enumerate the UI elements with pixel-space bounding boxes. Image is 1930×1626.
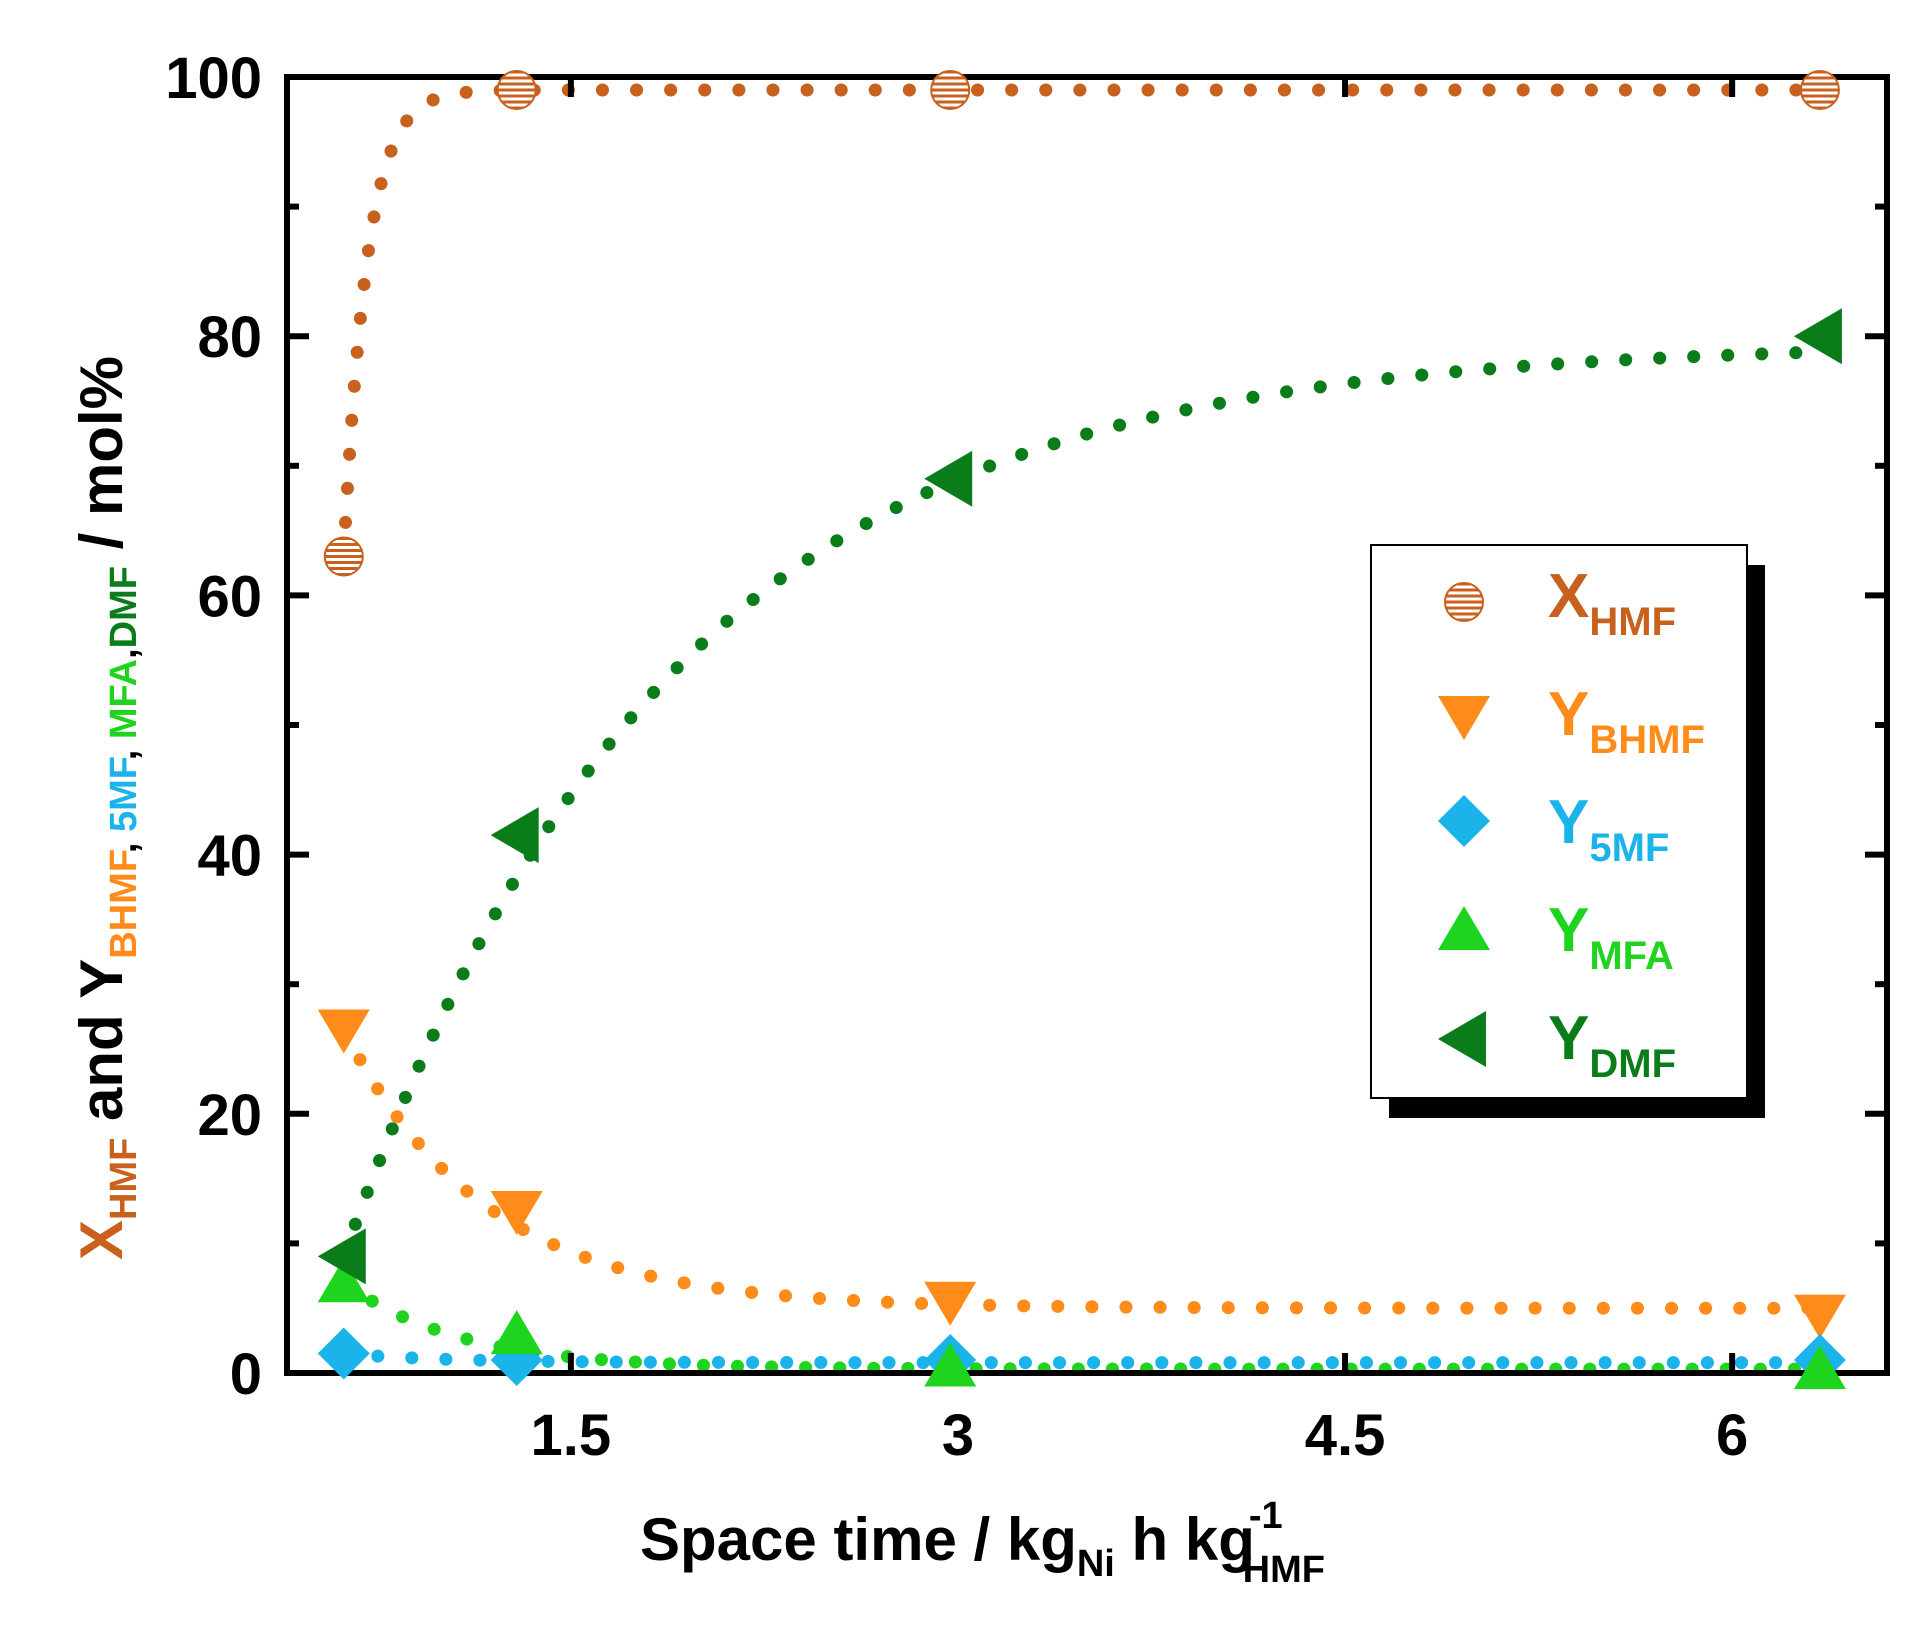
legend-entry-ydmf: YDMF: [1548, 1004, 1676, 1086]
marker-y_mfa-2: [924, 1342, 977, 1387]
marker-y_dmf-2: [924, 450, 973, 507]
x-axis-label-sub-ni: Ni: [1077, 1543, 1115, 1585]
legend-marker-y_dmf: [1438, 1011, 1486, 1067]
plot-frame: [284, 74, 1890, 1376]
y-tick-labels: 0 20 40 60 80 100: [165, 46, 262, 1407]
marker-y_bhmf-1: [490, 1191, 543, 1235]
y-tick-label-5: 100: [165, 46, 262, 111]
legend-marker-y_5mf: [1438, 795, 1490, 847]
x-tick-labels: 1.5 3 4.5 6: [531, 1403, 1749, 1468]
legend-marker-y_mfa: [1438, 906, 1490, 950]
legend-marker-y_bhmf: [1438, 696, 1490, 740]
marker-y_bhmf-2: [924, 1281, 977, 1326]
fit-curves: [337, 83, 1827, 1376]
x-tick-label-3: 6: [1716, 1403, 1748, 1468]
x-axis-label-main: Space time / kg: [640, 1506, 1077, 1573]
x-tick-label-1: 3: [942, 1403, 974, 1468]
marker-y_bhmf-3: [1793, 1294, 1846, 1339]
y-tick-label-3: 60: [197, 564, 262, 629]
y-axis-label-unit: / mol%: [68, 356, 135, 566]
marker-x_hmf-0: [323, 536, 364, 577]
marker-y_bhmf-0: [317, 1009, 370, 1054]
fit-curve-y_mfa: [337, 1275, 1827, 1376]
x-tick-label-2: 4.5: [1305, 1403, 1386, 1468]
y-tick-label-0: 0: [230, 1342, 262, 1407]
legend-entry-xhmf: XHMF: [1548, 562, 1676, 644]
y-tick-label-1: 20: [197, 1083, 262, 1148]
y-axis-label-sep3: ,: [103, 648, 145, 659]
legend: XHMF YBHMF Y5MF YMFA YDMF: [1370, 544, 1765, 1118]
x-axis-label-sub-hmf: HMF: [1243, 1549, 1325, 1591]
data-markers: [317, 69, 1846, 1390]
y-axis-label-sub-bhmf: BHMF: [103, 850, 145, 959]
y-tick-label-4: 80: [197, 305, 262, 370]
y-axis-label-sep2: ,: [103, 739, 145, 760]
fit-curve-y_5mf: [337, 1347, 1827, 1370]
legend-entry-ymfa: YMFA: [1548, 896, 1674, 978]
y-axis-label-sub-dmf: DMF: [103, 566, 145, 648]
y-axis-label-x: X: [68, 1220, 135, 1260]
marker-x_hmf-2: [930, 69, 971, 110]
marker-y_mfa-1: [490, 1310, 543, 1355]
legend-entries: XHMF YBHMF Y5MF YMFA YDMF: [1548, 562, 1705, 1086]
fit-curve-y_dmf: [337, 345, 1827, 1263]
marker-y_dmf-3: [1793, 308, 1842, 365]
marker-x_hmf-3: [1799, 69, 1840, 110]
marker-y_5mf-0: [317, 1327, 370, 1380]
y-axis-label-sep1: ,: [103, 832, 145, 853]
fit-curve-y_bhmf: [337, 1023, 1827, 1315]
marker-y_mfa-0: [317, 1258, 370, 1303]
legend-marker-x_hmf: [1444, 582, 1484, 622]
y-axis-label: XHMF and YBHMF, 5MF, MFA,DMF / mol%: [68, 356, 145, 1260]
x-axis-label-mid: h kg: [1115, 1506, 1255, 1573]
marker-y_mfa-3: [1793, 1345, 1846, 1390]
marker-x_hmf-1: [496, 69, 537, 110]
legend-markers: [1438, 582, 1490, 1067]
fit-curve-x_hmf: [337, 83, 1827, 563]
x-tick-label-0: 1.5: [531, 1403, 612, 1468]
x-axis-label-sup: -1: [1249, 1495, 1283, 1537]
y-tick-label-2: 40: [197, 824, 262, 889]
marker-y_dmf-1: [490, 807, 539, 864]
x-axis-label: Space time / kgNi h kg-1 HMF: [640, 1495, 1325, 1591]
y-axis-label-x-sub: HMF: [103, 1138, 145, 1220]
legend-entry-ybhmf: YBHMF: [1548, 680, 1705, 762]
y-axis-label-and: and Y: [68, 959, 135, 1138]
y-axis-label-sub-5mf: 5MF: [103, 757, 145, 832]
marker-y_dmf-0: [317, 1228, 366, 1285]
y-axis-label-sub-mfa: MFA: [103, 659, 145, 739]
legend-box: [1370, 544, 1748, 1099]
legend-entry-y5mf: Y5MF: [1548, 788, 1669, 870]
